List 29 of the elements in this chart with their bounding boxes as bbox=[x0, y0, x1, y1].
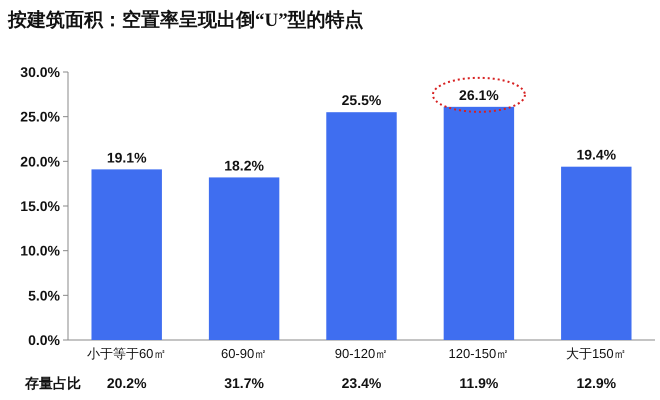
text: 20.2% bbox=[106, 375, 148, 391]
x-tick-label: 120-150㎡ bbox=[448, 346, 510, 361]
y-tick-label: 0.0% bbox=[28, 332, 61, 348]
text: 11.9% bbox=[459, 375, 499, 391]
data-label: 25.5% bbox=[342, 92, 382, 108]
x-tick-label: 90-120㎡ bbox=[334, 346, 388, 361]
text: 23.4% bbox=[342, 375, 382, 391]
bar bbox=[444, 106, 514, 340]
y-tick-label: 10.0% bbox=[20, 242, 61, 259]
bar bbox=[561, 166, 632, 340]
bar bbox=[326, 112, 397, 340]
bar bbox=[91, 169, 162, 340]
x-tick-label: 小于等于60㎡ bbox=[86, 346, 166, 361]
text: 存量占比 bbox=[24, 375, 81, 391]
text: 12.9% bbox=[576, 375, 617, 391]
y-tick-label: 30.0% bbox=[20, 64, 61, 80]
y-tick-label: 25.0% bbox=[20, 108, 61, 125]
data-label: 19.1% bbox=[106, 149, 148, 166]
text: 31.7% bbox=[224, 375, 264, 391]
data-label: 19.4% bbox=[576, 146, 617, 163]
x-tick-label: 60-90㎡ bbox=[220, 346, 268, 361]
y-tick-label: 5.0% bbox=[28, 287, 61, 304]
y-tick-label: 20.0% bbox=[20, 153, 61, 170]
data-label: 18.2% bbox=[224, 157, 264, 174]
bar bbox=[208, 177, 280, 340]
data-label: 26.1% bbox=[459, 86, 500, 103]
chart-title: 按建筑面积：空置率呈现出倒“U”型的特点 bbox=[7, 9, 364, 31]
x-tick-label: 大于150㎡ bbox=[566, 346, 627, 361]
y-tick-label: 15.0% bbox=[20, 198, 61, 214]
